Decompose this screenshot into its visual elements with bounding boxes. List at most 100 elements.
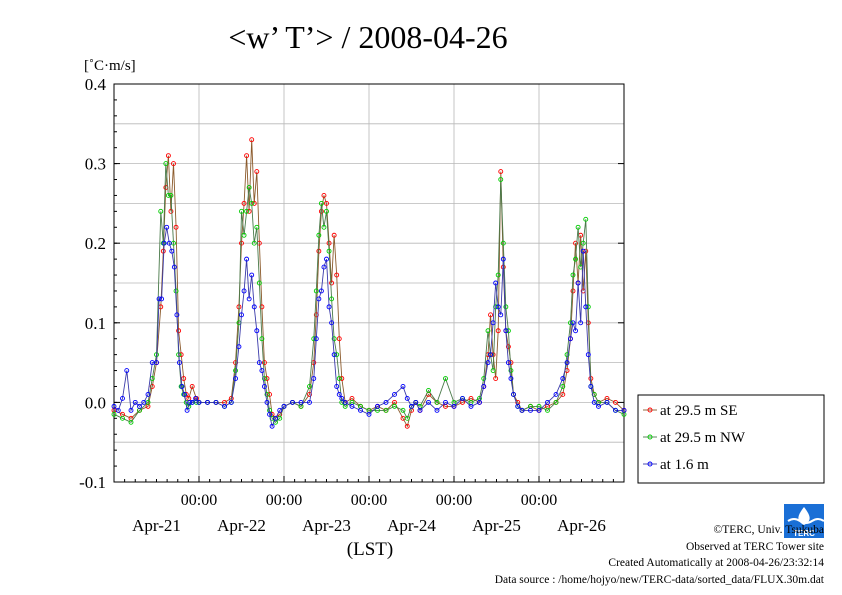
data-point: [165, 153, 171, 159]
data-point: [326, 304, 332, 310]
data-point: [166, 240, 172, 246]
data-point: [307, 399, 312, 405]
data-point: [161, 240, 167, 246]
data-point: [181, 376, 187, 381]
data-point: [342, 399, 348, 405]
data-point: [158, 208, 164, 214]
data-point: [508, 376, 514, 381]
data-point: [239, 208, 244, 214]
data-point: [334, 384, 340, 389]
data-point: [409, 403, 414, 409]
data-point: [560, 376, 566, 381]
data-point: [321, 192, 327, 198]
observed-text: Observed at TERC Tower site: [685, 540, 824, 553]
data-point: [205, 399, 210, 405]
data-point: [331, 352, 337, 358]
data-point: [267, 411, 272, 417]
data-point: [149, 384, 155, 389]
data-point: [326, 248, 332, 254]
x-tick-date-label: Apr-22: [217, 516, 266, 535]
data-point: [321, 224, 327, 230]
data-point: [585, 304, 591, 310]
data-point: [159, 296, 165, 302]
data-point: [251, 304, 257, 310]
data-point: [498, 177, 504, 182]
data-point: [417, 407, 423, 413]
data-point: [545, 399, 550, 405]
data-point: [316, 296, 322, 302]
data-point: [318, 200, 324, 206]
data-point: [316, 232, 322, 238]
data-point: [128, 407, 134, 413]
data-point: [222, 403, 227, 409]
y-axis-ticks: -0.1 0.0 0.1 0.2 0.3 0.4: [79, 75, 624, 492]
data-point: [508, 368, 514, 374]
data-point: [281, 403, 287, 409]
data-point: [256, 280, 262, 286]
data-point: [228, 399, 234, 405]
terc-logo: TERC: [784, 504, 825, 538]
data-point: [404, 415, 410, 421]
x-tick-date-label: Apr-23: [302, 516, 351, 535]
data-point: [259, 336, 265, 342]
data-point: [239, 312, 244, 318]
data-point: [392, 391, 397, 397]
data-point: [246, 208, 252, 214]
data-point: [256, 360, 262, 366]
data-point: [503, 328, 509, 334]
data-point: [249, 272, 255, 278]
data-point: [339, 376, 345, 381]
data-point: [564, 360, 570, 366]
data-point: [244, 208, 250, 214]
data-point: [244, 256, 250, 262]
data-point: [349, 403, 355, 409]
data-point: [404, 423, 410, 429]
data-point: [176, 328, 182, 334]
data-point: [331, 336, 337, 342]
data-point: [545, 407, 550, 413]
x-tick-time-label: 00:00: [181, 492, 217, 509]
data-point: [241, 288, 247, 294]
data-point: [264, 376, 270, 381]
data-point: [481, 376, 487, 381]
data-point: [298, 399, 304, 405]
data-point: [490, 368, 496, 374]
data-point: [560, 384, 566, 389]
data-point: [236, 344, 242, 350]
data-point: [124, 368, 130, 374]
y-tick-label: 0.1: [85, 314, 106, 333]
data-point: [573, 256, 578, 262]
legend-label: at 29.5 m NW: [660, 430, 746, 446]
x-tick-time-label: 00:00: [436, 492, 472, 509]
data-point: [613, 407, 618, 413]
data-point: [568, 336, 573, 342]
data-point: [318, 288, 324, 294]
data-point: [316, 248, 322, 254]
footer: ©TERC, Univ. Tsukuba Observed at TERC To…: [495, 522, 824, 588]
data-point: [259, 304, 265, 310]
data-point: [246, 296, 252, 302]
data-point: [339, 395, 345, 401]
data-point: [311, 376, 317, 381]
data-point: [585, 352, 591, 358]
y-tick-label: 0.4: [85, 75, 107, 94]
data-point: [583, 304, 589, 310]
data-point: [213, 399, 219, 405]
legend-box: [637, 394, 825, 484]
data-point: [366, 411, 372, 417]
data-point: [568, 320, 573, 326]
data-point: [334, 272, 340, 278]
data-point: [318, 208, 324, 214]
data-point: [329, 296, 335, 302]
data-point: [111, 403, 117, 409]
data-point: [233, 376, 239, 381]
data-point: [493, 280, 499, 286]
data-point: [137, 403, 142, 409]
data-point: [604, 399, 610, 405]
data-point: [460, 395, 465, 401]
data-point: [588, 384, 594, 389]
data-point: [570, 272, 576, 278]
data-point: [251, 240, 257, 246]
data-point: [336, 376, 342, 381]
data-point: [254, 224, 260, 230]
